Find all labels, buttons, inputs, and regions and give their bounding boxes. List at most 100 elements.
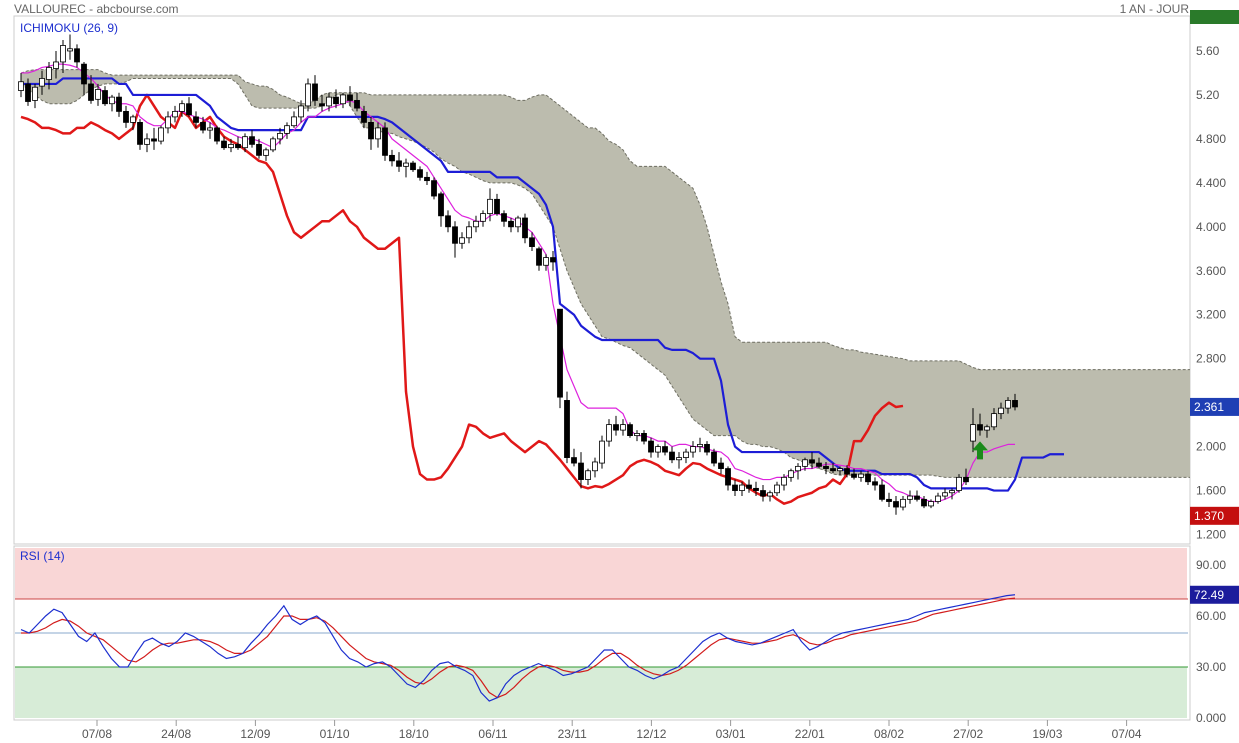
candle bbox=[900, 496, 906, 511]
candle-body bbox=[32, 86, 38, 101]
candle-body bbox=[235, 143, 241, 149]
candle bbox=[746, 479, 752, 493]
candle-body bbox=[592, 461, 598, 472]
candle-body bbox=[165, 116, 171, 129]
candle-body bbox=[844, 468, 850, 475]
candle bbox=[298, 100, 304, 123]
candle bbox=[144, 133, 150, 153]
period-label: 1 AN - JOUR bbox=[1119, 2, 1189, 16]
candle-body bbox=[263, 149, 269, 156]
candle bbox=[487, 188, 493, 222]
candle-body bbox=[312, 83, 318, 101]
candle bbox=[991, 408, 997, 431]
candle-body bbox=[459, 237, 465, 244]
last-price-badge bbox=[1190, 397, 1239, 416]
candle-body bbox=[676, 457, 682, 461]
candle bbox=[935, 492, 941, 504]
candle-body bbox=[613, 424, 619, 431]
candle bbox=[788, 468, 794, 482]
candle bbox=[473, 215, 479, 233]
candle bbox=[368, 116, 374, 150]
price-tick-label: 4.800 bbox=[1196, 132, 1226, 146]
candle bbox=[130, 114, 136, 131]
candle bbox=[564, 391, 570, 464]
top-green-badge bbox=[1190, 10, 1239, 24]
price-tick-label: 1.600 bbox=[1196, 484, 1226, 498]
candle bbox=[599, 435, 605, 469]
candle-body bbox=[102, 90, 108, 105]
candle bbox=[508, 218, 514, 233]
candle bbox=[662, 441, 668, 456]
candle bbox=[879, 479, 885, 502]
price-tick-label: 4.000 bbox=[1196, 220, 1226, 234]
candle bbox=[53, 50, 59, 79]
candle-body bbox=[417, 169, 423, 178]
candle-body bbox=[494, 198, 500, 215]
candle bbox=[613, 415, 619, 436]
candle-body bbox=[662, 446, 668, 453]
candle-body bbox=[914, 495, 920, 500]
candle bbox=[774, 481, 780, 497]
candle bbox=[354, 92, 360, 112]
candle-body bbox=[991, 413, 997, 428]
candle bbox=[907, 490, 913, 504]
candle-body bbox=[1005, 400, 1011, 409]
candle bbox=[529, 232, 535, 251]
candle-body bbox=[634, 433, 640, 436]
candle bbox=[186, 97, 192, 117]
candle-body bbox=[795, 465, 801, 472]
rsi-tick-label: 60.00 bbox=[1196, 609, 1226, 623]
candle bbox=[515, 215, 521, 233]
candle-body bbox=[277, 132, 283, 140]
candle-body bbox=[487, 198, 493, 215]
candle bbox=[725, 466, 731, 491]
candle bbox=[389, 149, 395, 167]
candle bbox=[179, 100, 185, 117]
x-tick-label: 08/02 bbox=[874, 727, 904, 741]
rsi-tick-label: 0.000 bbox=[1196, 711, 1226, 725]
candle-body bbox=[746, 484, 752, 489]
candle-body bbox=[396, 160, 402, 167]
x-tick-label: 06/11 bbox=[478, 727, 507, 741]
candle bbox=[60, 39, 66, 73]
candle-body bbox=[452, 226, 458, 244]
candle bbox=[165, 111, 171, 134]
candle-body bbox=[865, 473, 871, 483]
candle bbox=[956, 474, 962, 493]
candle bbox=[669, 446, 675, 464]
candle bbox=[655, 444, 661, 458]
candle-body bbox=[60, 45, 66, 63]
candle-body bbox=[935, 495, 941, 502]
x-tick-label: 24/08 bbox=[161, 727, 191, 741]
candle bbox=[501, 210, 507, 227]
candle-body bbox=[858, 473, 864, 478]
candle-body bbox=[627, 424, 633, 437]
candle-body bbox=[340, 94, 346, 105]
ichimoku-cloud bbox=[21, 69, 1190, 478]
kijun-sen-line bbox=[21, 77, 1064, 492]
candle-body bbox=[284, 125, 290, 134]
candle-body bbox=[158, 127, 164, 142]
candle-body bbox=[466, 226, 472, 239]
candle bbox=[319, 94, 325, 112]
candle-body bbox=[424, 176, 430, 182]
candle bbox=[872, 477, 878, 491]
candle-body bbox=[739, 484, 745, 491]
candle bbox=[697, 437, 703, 453]
candle-body bbox=[130, 116, 136, 123]
candle bbox=[739, 481, 745, 497]
candle bbox=[452, 221, 458, 258]
candle-body bbox=[809, 459, 815, 464]
chikou-badge bbox=[1190, 506, 1239, 525]
candle-body bbox=[39, 78, 45, 87]
candle-body bbox=[200, 122, 206, 131]
candle-body bbox=[74, 48, 80, 63]
candle bbox=[207, 122, 213, 139]
candle-body bbox=[256, 143, 262, 156]
candle bbox=[326, 92, 332, 112]
candle bbox=[375, 122, 381, 148]
candle bbox=[942, 488, 948, 500]
candle bbox=[865, 470, 871, 486]
candle-body bbox=[690, 446, 696, 453]
